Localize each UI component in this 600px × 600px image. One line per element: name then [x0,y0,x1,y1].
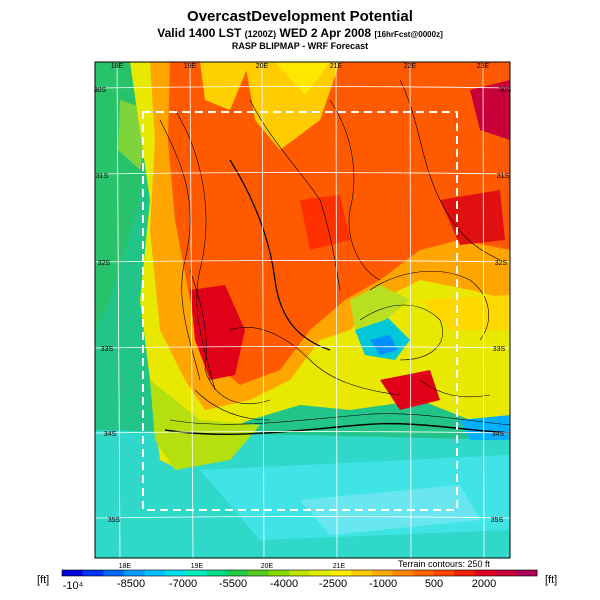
terrain-contour-note: Terrain contours: 250 ft [398,559,491,569]
colorbar-tick-label: -4000 [270,578,298,590]
lat-label: 35S [108,517,121,524]
colorbar-swatch [268,570,290,576]
colorbar-tick-label: -2500 [319,578,347,590]
colorbar-tick-label: -1000 [369,578,397,590]
lat-label: 31S [497,173,510,180]
colorbar-swatch [185,570,208,576]
lon-label: 20E [256,63,269,70]
colorbar-swatch [123,570,146,576]
lon-labels-top: 18E 19E 20E 21E 22E 23E [111,63,490,70]
lat-label: 30S [94,87,107,94]
chart-title: OvercastDevelopment Potential [187,8,413,25]
colorbar-tick-label: -5500 [219,578,247,590]
colorbar-swatch [103,570,125,576]
colorbar-ticks: -10⁴ -8500 -7000 -5500 -4000 -2500 -1000… [63,578,497,592]
colorbar-swatch [144,570,166,576]
lon-label: 18E [111,63,124,70]
colorbar-tick-label: 2000 [472,578,496,590]
colorbar-tick-label: 500 [425,578,443,590]
map-frame [94,61,511,559]
lon-labels-bottom: 18E 19E 20E 21E [119,563,346,570]
lon-label: 19E [184,63,197,70]
lon-label: 21E [330,63,343,70]
lon-label: 20E [261,563,274,570]
lon-label: 19E [191,563,204,570]
lat-labels-left: 30S 31S 32S 33S 34S 35S [94,87,121,524]
lon-label: 18E [119,563,132,570]
colorbar-tick-label: -7000 [169,578,197,590]
colorbar-swatch [516,570,538,576]
colorbar-unit-right: [ft] [545,574,558,586]
colorbar-swatch [309,570,331,576]
subtitle-utc: (1200Z) [244,29,277,39]
colorbar-swatch [82,570,104,576]
colorbar-swatch [289,570,311,576]
subtitle-valid: Valid 1400 LST [157,26,242,40]
colorbar-unit-left: [ft] [37,574,50,586]
colorbar-swatch [413,570,435,576]
colorbar-swatch [351,570,373,576]
colorbar-swatch [206,570,228,576]
lat-label: 33S [101,346,114,353]
colorbar-swatch [392,570,414,576]
chart-subtitle-2: RASP BLIPMAP - WRF Forecast [231,41,369,51]
chart-subtitle: Valid 1400 LST (1200Z) WED 2 Apr 2008 [1… [0,26,600,40]
lat-label: 31S [96,173,109,180]
colorbar-swatch [433,570,455,576]
colorbar-swatch [454,570,476,576]
lat-labels-right: 30S 31S 32S 33S 34S 35S [491,87,512,524]
lat-label: 35S [491,517,504,524]
subtitle-forecast: [16hrFcst@0000z] [374,30,443,39]
colorbar [62,570,538,576]
lat-label: 32S [495,260,508,267]
inner-domain-box [142,111,458,511]
colorbar-swatch [495,570,517,576]
colorbar-swatch [330,570,352,576]
latlon-grid [94,61,511,559]
subtitle-date: WED 2 Apr 2008 [279,26,372,40]
colorbar-swatch [371,570,393,576]
terrain-contours [159,79,510,435]
lat-label: 33S [493,346,506,353]
lon-label: 21E [333,563,346,570]
lon-label: 22E [404,63,417,70]
colorbar-swatch [475,570,497,576]
lat-label: 34S [492,431,505,438]
colorbar-swatch [247,570,270,576]
colorbar-swatch [227,570,249,576]
colorbar-swatch [165,570,187,576]
colorbar-swatch [62,570,84,576]
lat-label: 32S [98,260,111,267]
colorbar-tick-label: -8500 [117,578,145,590]
colorbar-frame [61,569,538,577]
colorbar-tick-label: -10⁴ [63,580,84,592]
lat-label: 30S [499,87,512,94]
lat-label: 34S [104,431,117,438]
map-field [95,62,510,558]
lon-label: 23E [477,63,490,70]
